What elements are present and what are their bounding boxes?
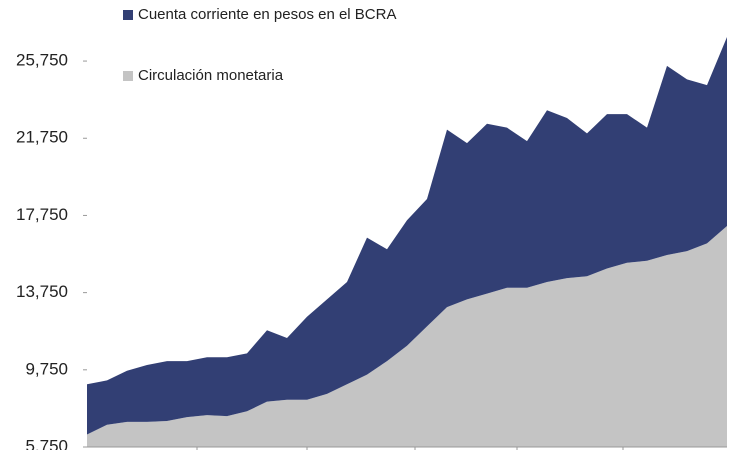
y-tick-label: 25,750: [16, 51, 68, 70]
area: [87, 226, 727, 447]
y-tick-label: 5,750: [25, 436, 68, 450]
y-tick-label: 9,750: [25, 359, 68, 378]
legend-swatch: [123, 10, 133, 20]
y-tick-label: 21,750: [16, 128, 68, 147]
area: [87, 36, 727, 435]
legend-swatch: [123, 71, 133, 81]
legend-label: Circulación monetaria: [138, 67, 284, 84]
legend-label: Cuenta corriente en pesos en el BCRA: [138, 6, 396, 23]
y-tick-label: 13,750: [16, 282, 68, 301]
y-tick-label: 17,750: [16, 205, 68, 224]
